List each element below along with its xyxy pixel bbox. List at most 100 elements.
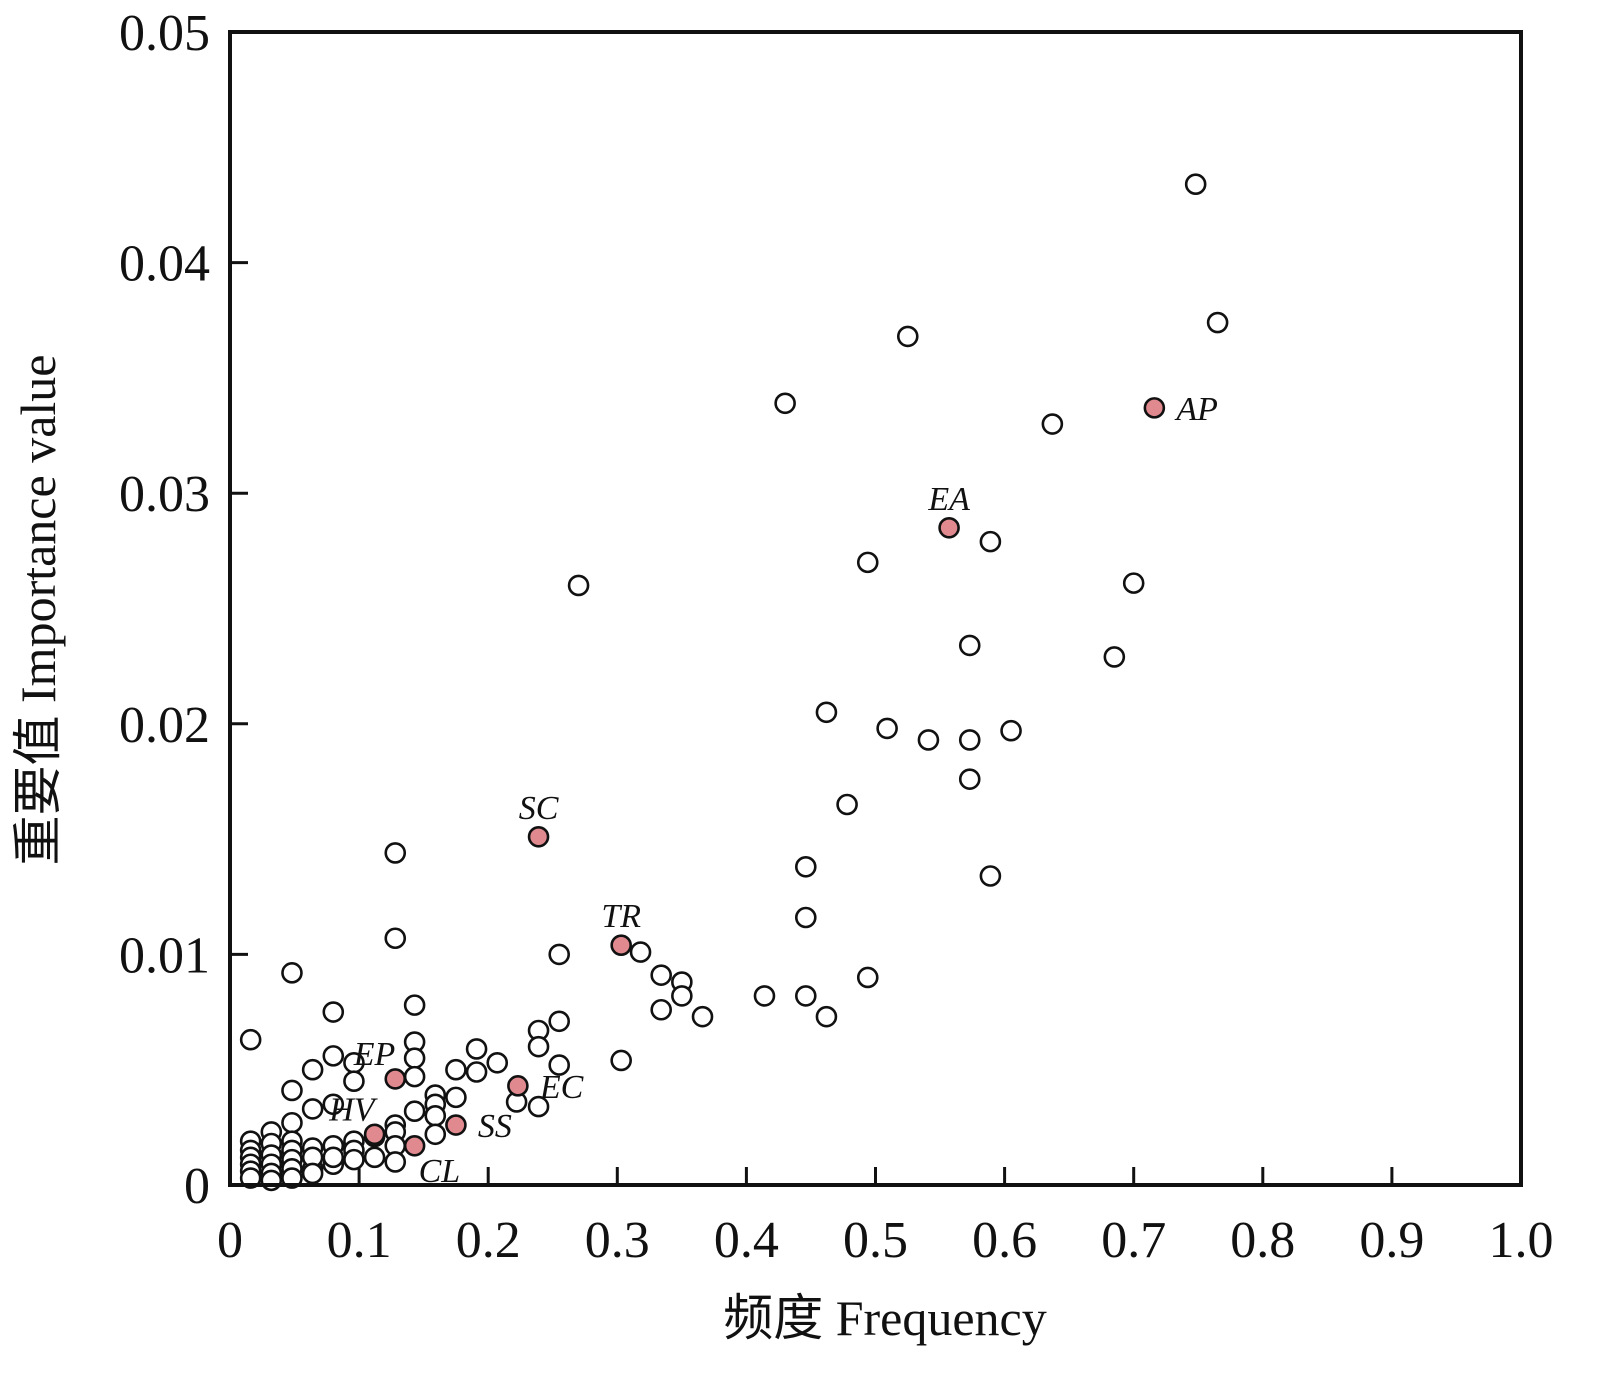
point-label: EP [353, 1036, 396, 1073]
x-tick-label: 0.1 [327, 1212, 392, 1269]
data-point [403, 994, 426, 1016]
highlighted-point-ap [1143, 397, 1166, 419]
data-point [445, 1086, 467, 1109]
point-label: EA [927, 481, 970, 518]
data-point [548, 943, 571, 966]
data-point [403, 1100, 426, 1123]
data-point [753, 985, 776, 1007]
data-point [1184, 173, 1207, 195]
data-point [424, 1105, 447, 1127]
data-point [343, 1070, 365, 1093]
data-point [281, 1167, 303, 1189]
data-point [979, 865, 1002, 887]
y-tick-label: 0.01 [119, 927, 210, 984]
x-tick-label: 0.8 [1230, 1212, 1295, 1269]
data-point [1000, 719, 1022, 742]
highlighted-point-ss [445, 1114, 467, 1136]
data-point [979, 530, 1002, 553]
x-tick-label: 0.2 [456, 1212, 521, 1269]
data-point [548, 1054, 571, 1076]
point-label: SC [519, 790, 559, 827]
x-tick-label: 0.7 [1101, 1212, 1166, 1269]
plot-frame [228, 30, 1523, 1187]
x-axis-label: 频度 Frequency [723, 1290, 1047, 1346]
data-point [629, 941, 652, 963]
data-point [527, 1035, 550, 1058]
data-point [527, 1095, 550, 1118]
x-tick-label: 0.3 [585, 1212, 650, 1269]
data-point [384, 1151, 407, 1173]
highlighted-point-cl [403, 1134, 426, 1157]
highlighted-point-ec [507, 1075, 529, 1097]
highlighted-point-ep [384, 1068, 407, 1090]
point-label: TR [601, 898, 641, 935]
data-point [548, 1010, 571, 1033]
point-label: SS [478, 1108, 512, 1145]
data-point [856, 966, 879, 989]
data-point [301, 1098, 324, 1120]
data-point [281, 1079, 303, 1102]
data-point [650, 998, 672, 1021]
axes: 0 0.1 0.2 0.3 0.4 0.5 0.6 0.7 0.8 0.9 1.0 0 0.01 0.02… [119, 5, 1554, 1269]
data-point [876, 717, 898, 740]
data-point [815, 1005, 838, 1028]
data-point [445, 1058, 467, 1081]
data-point [465, 1038, 488, 1060]
y-tick-label: 0 [184, 1158, 210, 1215]
data-point [896, 325, 919, 348]
data-point [239, 1167, 262, 1189]
data-point [856, 551, 879, 574]
data-point [281, 1111, 303, 1134]
data-point [260, 1169, 283, 1192]
highlighted-point-ea [938, 516, 960, 539]
data-point [322, 1093, 345, 1116]
x-tick-label: 1.0 [1489, 1212, 1554, 1269]
x-tick-label: 0.6 [972, 1212, 1037, 1269]
data-point [1041, 413, 1064, 435]
data-point [650, 964, 672, 986]
data-point [322, 1146, 345, 1169]
data-point [384, 842, 407, 864]
data-point [958, 729, 981, 751]
x-tick-label: 0 [217, 1212, 243, 1269]
data-point [424, 1123, 447, 1146]
x-tick-label: 0.4 [714, 1212, 779, 1269]
data-point [301, 1162, 324, 1185]
data-point [343, 1148, 365, 1171]
y-axis-label: 重要值 Importance value [10, 355, 66, 866]
data-point [301, 1058, 324, 1081]
data-point [958, 768, 981, 790]
data-point [794, 906, 817, 929]
data-point [815, 701, 838, 724]
data-point [486, 1051, 509, 1074]
point-label: HV [328, 1091, 379, 1128]
y-tick-label: 0.02 [119, 697, 210, 754]
data-point [1206, 311, 1229, 334]
data-point [322, 1045, 345, 1067]
data-point [403, 1065, 426, 1088]
y-tick-label: 0.03 [119, 466, 210, 523]
data-point [1103, 646, 1126, 668]
data-point [917, 729, 940, 751]
highlighted-point-hv [363, 1123, 386, 1146]
data-point [671, 985, 693, 1007]
data-point [465, 1061, 488, 1083]
point-label: AP [1174, 391, 1218, 428]
data-point [1122, 572, 1145, 594]
data-point [794, 985, 817, 1007]
point-label: EC [539, 1069, 584, 1106]
data-point [322, 1001, 345, 1023]
data-point [403, 1047, 426, 1069]
data-point [239, 1028, 262, 1051]
data-point [363, 1146, 386, 1169]
x-tick-label: 0.5 [843, 1212, 908, 1269]
x-tick-label: 0.9 [1359, 1212, 1424, 1269]
data-point [836, 793, 858, 816]
data-point [610, 1049, 632, 1072]
y-tick-label: 0.04 [119, 236, 210, 293]
y-tick-label: 0.05 [119, 5, 210, 62]
data-point [384, 927, 407, 950]
data-point [794, 855, 817, 878]
